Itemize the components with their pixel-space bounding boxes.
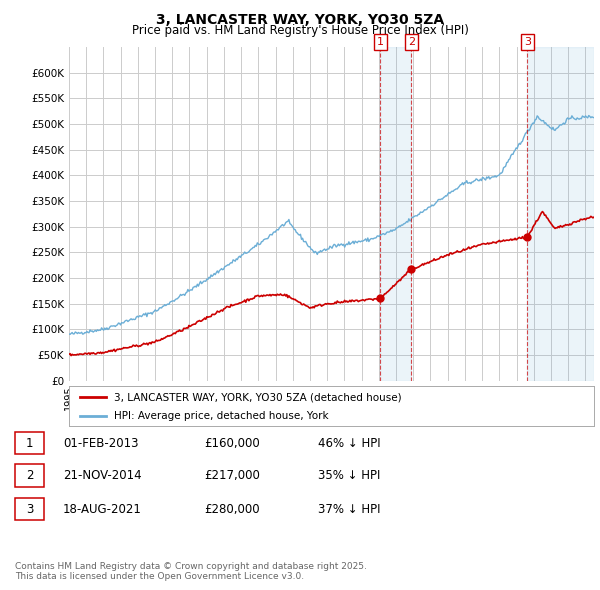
Text: 2: 2 bbox=[408, 37, 415, 47]
Text: 21-NOV-2014: 21-NOV-2014 bbox=[63, 469, 142, 482]
Text: 46% ↓ HPI: 46% ↓ HPI bbox=[318, 437, 380, 450]
Text: 37% ↓ HPI: 37% ↓ HPI bbox=[318, 503, 380, 516]
Text: £217,000: £217,000 bbox=[204, 469, 260, 482]
Text: 2: 2 bbox=[26, 469, 33, 482]
Text: 3: 3 bbox=[524, 37, 531, 47]
Bar bbox=[380, 47, 412, 381]
Text: 3: 3 bbox=[26, 503, 33, 516]
Bar bbox=[527, 47, 594, 381]
Text: 3, LANCASTER WAY, YORK, YO30 5ZA (detached house): 3, LANCASTER WAY, YORK, YO30 5ZA (detach… bbox=[113, 392, 401, 402]
Text: HPI: Average price, detached house, York: HPI: Average price, detached house, York bbox=[113, 411, 328, 421]
Text: 1: 1 bbox=[26, 437, 33, 450]
Text: 3, LANCASTER WAY, YORK, YO30 5ZA: 3, LANCASTER WAY, YORK, YO30 5ZA bbox=[156, 13, 444, 27]
Text: 35% ↓ HPI: 35% ↓ HPI bbox=[318, 469, 380, 482]
Text: Price paid vs. HM Land Registry's House Price Index (HPI): Price paid vs. HM Land Registry's House … bbox=[131, 24, 469, 37]
Text: £280,000: £280,000 bbox=[204, 503, 260, 516]
Text: 1: 1 bbox=[377, 37, 384, 47]
Text: 01-FEB-2013: 01-FEB-2013 bbox=[63, 437, 139, 450]
Text: Contains HM Land Registry data © Crown copyright and database right 2025.
This d: Contains HM Land Registry data © Crown c… bbox=[15, 562, 367, 581]
Text: 18-AUG-2021: 18-AUG-2021 bbox=[63, 503, 142, 516]
Text: £160,000: £160,000 bbox=[204, 437, 260, 450]
